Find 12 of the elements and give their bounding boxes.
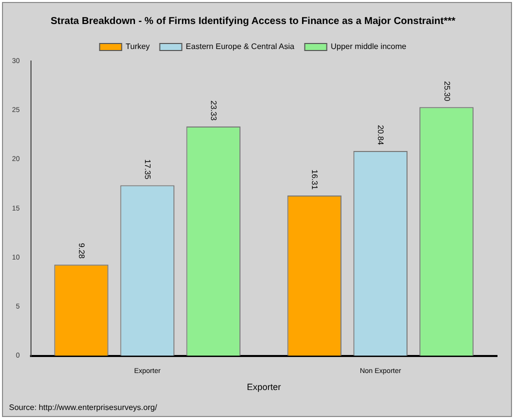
legend-label: Upper middle income xyxy=(330,42,407,52)
x-axis-title: Exporter xyxy=(246,382,281,392)
data-label: 25.30 xyxy=(442,81,452,102)
legend-label: Eastern Europe & Central Asia xyxy=(186,42,295,52)
legend-label: Turkey xyxy=(126,42,150,52)
chart-title: Strata Breakdown - % of Firms Identifying Access to Finance as a Major Constraint*** xyxy=(50,16,456,27)
data-label: 9.28 xyxy=(77,243,86,260)
data-label: 20.84 xyxy=(376,124,386,146)
data-label: 23.33 xyxy=(209,100,218,122)
data-label: 17.35 xyxy=(143,159,152,180)
data-label: 16.31 xyxy=(310,169,320,190)
source-note: Source: http://www.enterprisesurveys.org/ xyxy=(9,403,158,412)
